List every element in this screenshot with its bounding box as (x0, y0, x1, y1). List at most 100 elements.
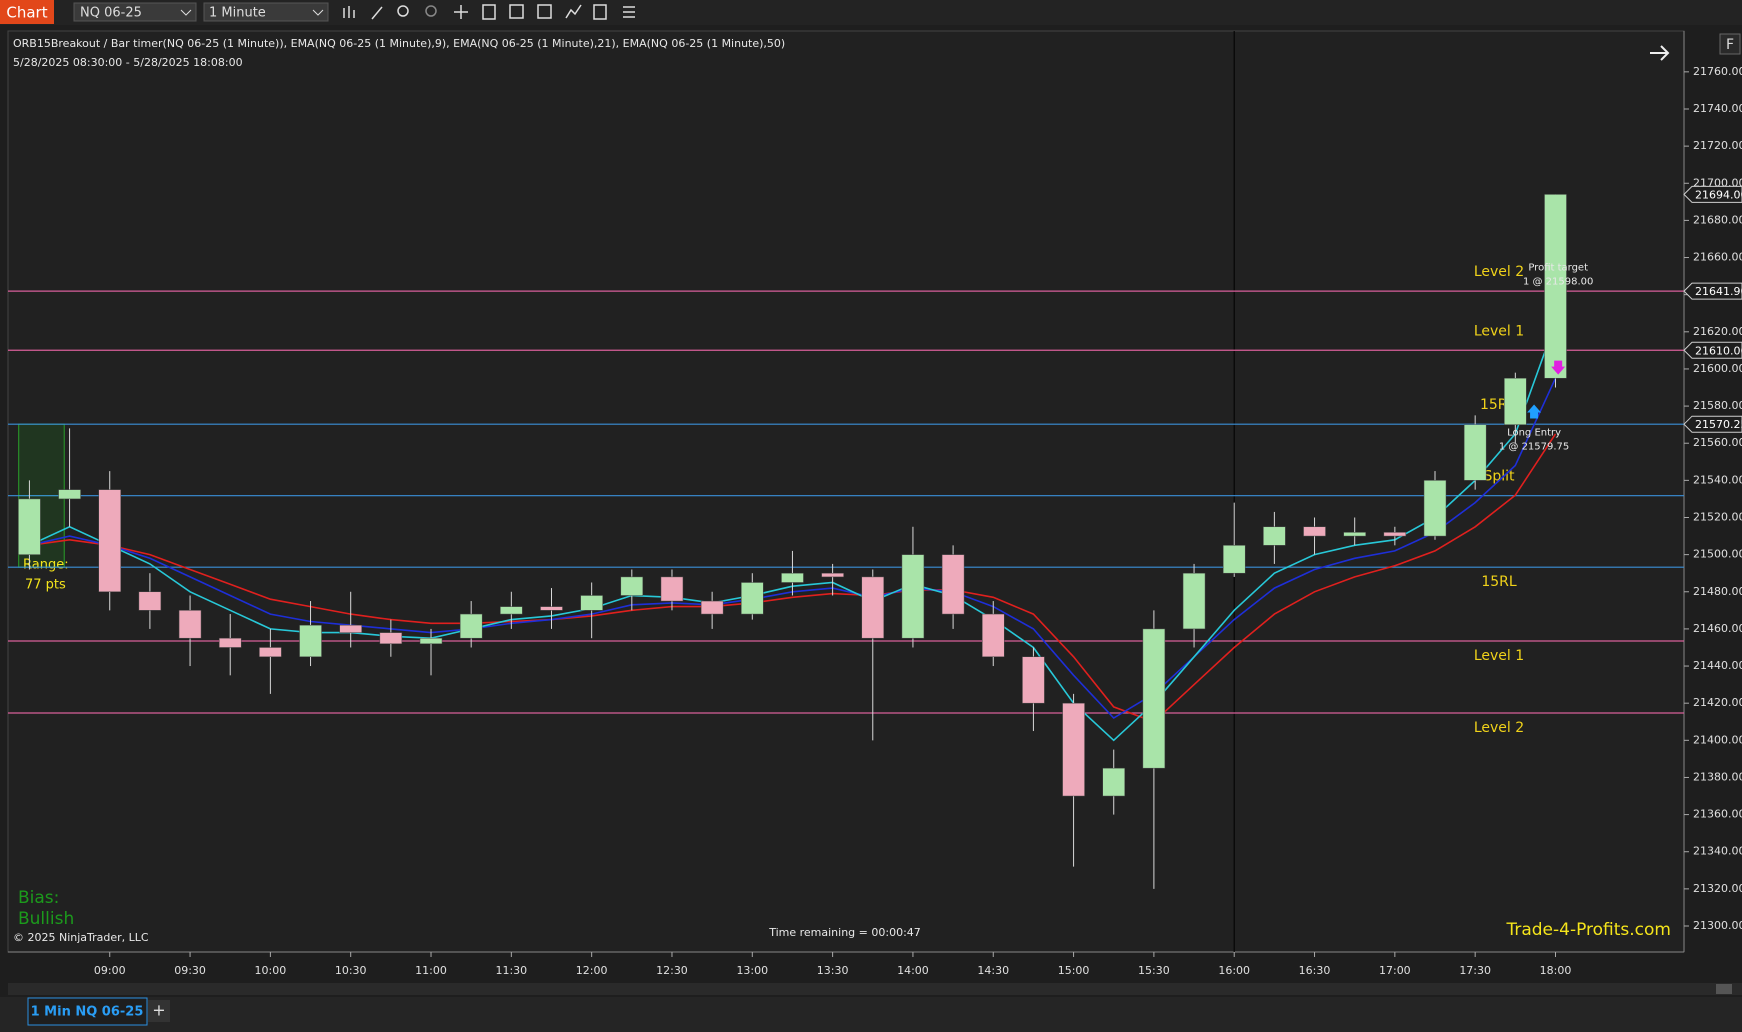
trade-label: Long Entry (1507, 428, 1561, 439)
x-tick-label: 18:00 (1540, 964, 1572, 977)
chart-button[interactable] (0, 0, 54, 24)
x-tick-label: 09:30 (174, 964, 206, 977)
copyright: © 2025 NinjaTrader, LLC (13, 931, 149, 944)
x-tick-label: 12:00 (576, 964, 608, 977)
candle-body (299, 624, 322, 658)
scrollbar[interactable] (8, 983, 1742, 995)
price-marker-label: 21694.00 (1695, 188, 1742, 201)
x-tick-label: 16:00 (1218, 964, 1250, 977)
chart-title: ORB15Breakout / Bar timer(NQ 06-25 (1 Mi… (13, 37, 785, 50)
level-label: Level 2 (1474, 264, 1524, 280)
candle-body (1062, 702, 1085, 797)
candle-body (1544, 194, 1567, 379)
instrument-select[interactable] (73, 2, 197, 22)
candle-body (540, 606, 563, 611)
candle-body (1102, 767, 1125, 797)
price-marker (1683, 282, 1742, 300)
y-tick-label: 21580.00 (1693, 399, 1742, 412)
candle-body (982, 613, 1005, 658)
range-sublabel: 77 pts (25, 578, 66, 593)
level-label: 15RL (1481, 574, 1517, 590)
x-tick-label: 15:30 (1138, 964, 1170, 977)
candle-body (1022, 656, 1045, 704)
y-tick-label: 21740.00 (1693, 102, 1742, 115)
y-tick-label: 21600.00 (1693, 362, 1742, 375)
corner-label[interactable]: F (1726, 37, 1734, 53)
candle-body (1383, 532, 1407, 537)
candle-body (620, 576, 644, 596)
trade-detail: 1 @ 21598.00 (1523, 277, 1593, 288)
x-tick-label: 12:30 (656, 964, 688, 977)
bar-timer: Time remaining = 00:00:47 (768, 926, 921, 939)
add-tab-label[interactable]: + (152, 1001, 165, 1020)
y-tick-label: 21360.00 (1693, 808, 1742, 821)
candle-body (500, 606, 523, 615)
level-label: Level 1 (1474, 323, 1524, 339)
scroll-thumb[interactable] (1716, 984, 1732, 994)
y-tick-label: 21480.00 (1693, 585, 1742, 598)
y-tick-label: 21540.00 (1693, 473, 1742, 486)
x-tick-label: 14:00 (897, 964, 929, 977)
y-tick-label: 21680.00 (1693, 213, 1742, 226)
tab-label[interactable]: 1 Min NQ 06-25 (31, 1005, 144, 1020)
candle-body (459, 613, 483, 639)
bias: Bullish (18, 909, 74, 929)
x-tick-label: 13:00 (736, 964, 768, 977)
trade-arrow (1527, 404, 1542, 419)
chart-button-label[interactable]: Chart (6, 4, 47, 22)
interval[interactable]: 1 Minute (209, 6, 266, 21)
y-tick-label: 21720.00 (1693, 139, 1742, 152)
y-tick-label: 21660.00 (1693, 251, 1742, 264)
candle-body (1463, 424, 1487, 481)
x-tick-label: 17:30 (1459, 964, 1491, 977)
candle-body (339, 624, 362, 633)
candle-body (821, 572, 844, 578)
level-label: Level 2 (1474, 720, 1524, 736)
y-tick-label: 21320.00 (1693, 882, 1742, 895)
brand: Trade-4-Profits.com (1505, 920, 1671, 940)
y-tick-label: 21760.00 (1693, 65, 1742, 78)
scroll-arrow[interactable] (1650, 45, 1670, 61)
y-tick-label: 21400.00 (1693, 733, 1742, 746)
y-tick-label: 21300.00 (1693, 919, 1742, 932)
price-marker (1683, 341, 1742, 359)
corner-button[interactable] (1719, 33, 1741, 55)
price-marker-label: 21641.90 (1695, 285, 1742, 298)
y-tick-label: 21340.00 (1693, 845, 1742, 858)
x-tick-label: 14:30 (977, 964, 1009, 977)
candle-body (580, 595, 603, 611)
x-tick-label: 17:00 (1379, 964, 1411, 977)
candle-body (741, 582, 764, 615)
candle-body (941, 554, 965, 615)
add-tab[interactable] (148, 1000, 170, 1022)
x-tick-label: 09:00 (94, 964, 126, 977)
y-tick-label: 21380.00 (1693, 770, 1742, 783)
x-tick-label: 11:00 (415, 964, 447, 977)
candle-body (1142, 628, 1166, 769)
instrument[interactable]: NQ 06-25 (80, 6, 142, 21)
price-marker-label: 21570.25 (1695, 418, 1742, 431)
x-tick-label: 10:00 (255, 964, 287, 977)
dropdown-arrow (180, 9, 192, 16)
x-tick-label: 16:30 (1299, 964, 1331, 977)
y-tick-label: 21440.00 (1693, 659, 1742, 672)
candle-body (901, 554, 925, 639)
candle-body (861, 576, 885, 639)
level-label: Level 1 (1474, 648, 1524, 664)
candle-body (1263, 526, 1286, 546)
toolbar-icons[interactable] (343, 4, 635, 20)
dropdown-arrow (312, 9, 324, 16)
trade-label: Profit target (1528, 263, 1588, 274)
candle-body (700, 600, 724, 615)
y-tick-label: 21560.00 (1693, 436, 1742, 449)
trade-detail: 1 @ 21579.75 (1499, 442, 1569, 453)
y-tick-label: 21420.00 (1693, 696, 1742, 709)
ema-line (29, 433, 1557, 723)
candle-body (1182, 572, 1206, 630)
interval-select[interactable] (203, 2, 329, 22)
price-marker-label: 21610.06 (1695, 344, 1742, 357)
tab[interactable] (27, 997, 148, 1026)
candle-body (178, 610, 202, 639)
trade-arrow (1551, 360, 1566, 375)
